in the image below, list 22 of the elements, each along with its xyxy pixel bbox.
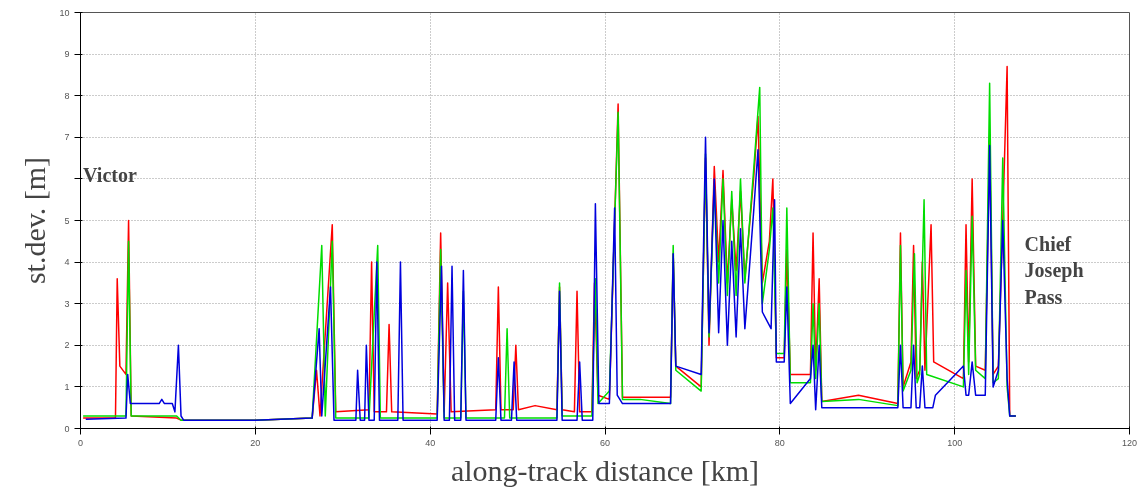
y-tick-label: 3 — [64, 298, 70, 309]
y-tick-label: 9 — [64, 49, 70, 60]
annotation: Victor — [83, 163, 137, 186]
y-tick-label: 0 — [64, 423, 70, 434]
x-tick-label: 60 — [599, 437, 611, 448]
y-tick-label: 5 — [64, 215, 70, 226]
y-tick-label: 1 — [64, 381, 70, 392]
x-tick-label: 80 — [774, 437, 785, 448]
line-series — [85, 136, 1017, 421]
x-tick-label: 0 — [78, 437, 84, 448]
x-tick-label: 100 — [947, 437, 963, 448]
annotation: Chief Joseph Pass — [1024, 233, 1084, 308]
x-tick-label: 40 — [425, 437, 436, 448]
y-tick-label: 7 — [64, 132, 70, 143]
x-tick-label: 20 — [250, 437, 261, 448]
x-axis-title: along-track distance [km] — [450, 453, 760, 487]
y-tick-label: 8 — [64, 90, 70, 101]
y-tick-label: 2 — [64, 340, 70, 351]
y-tick-label: 4 — [64, 257, 70, 268]
x-tick-label: 120 — [1121, 437, 1138, 448]
y-tick-label: 10 — [59, 7, 70, 18]
y-axis-title: st.dev. [m] — [18, 156, 52, 285]
